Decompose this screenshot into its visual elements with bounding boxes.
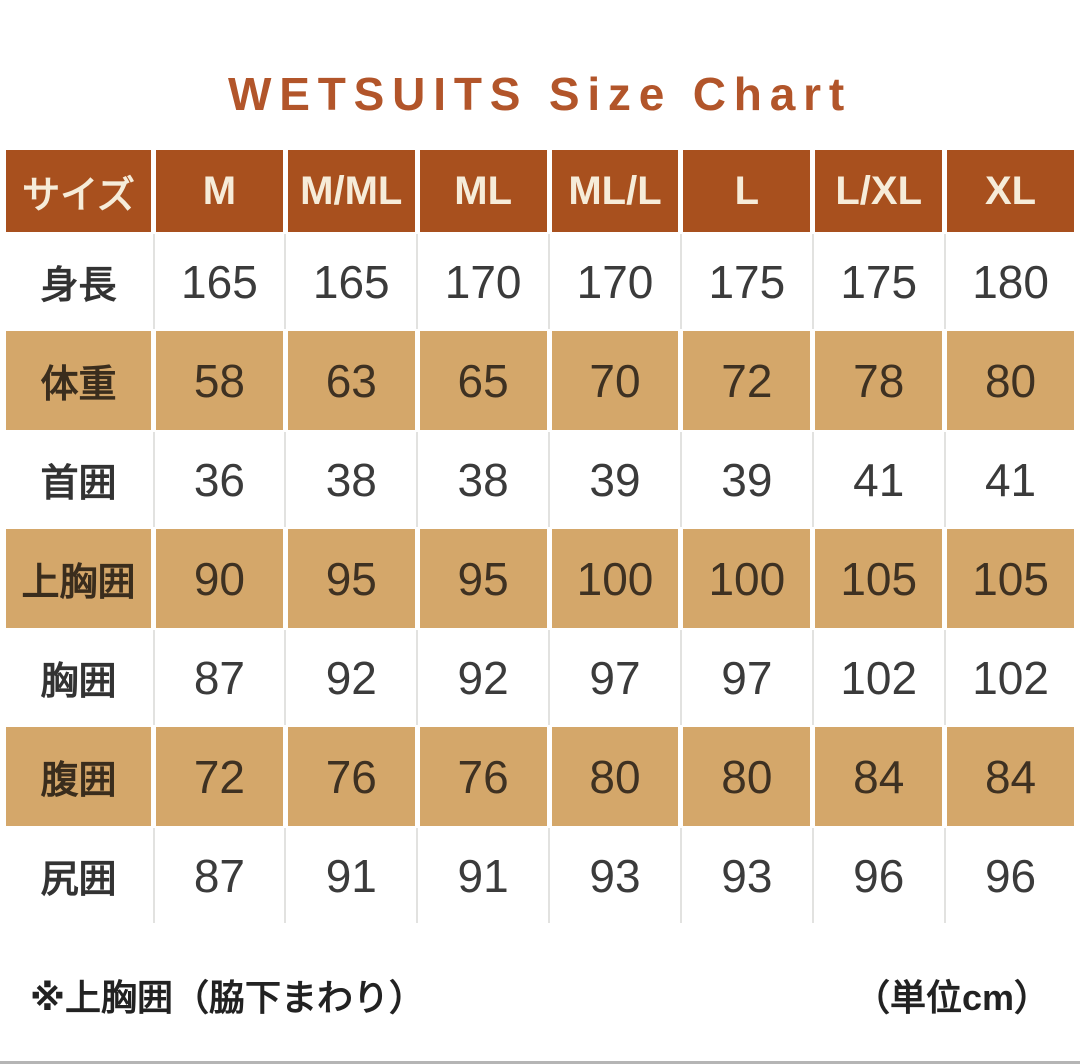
table-cell: 38: [284, 430, 415, 529]
table-cell: 65: [419, 331, 547, 430]
table-cell: 96: [943, 826, 1074, 925]
unit-label: （単位cm）: [853, 977, 1050, 1018]
table-cell: 90: [156, 529, 283, 628]
table-row-hip: 尻囲 87 91 91 93 93 96 96: [6, 826, 1074, 925]
header-cell-size: サイズ: [6, 150, 151, 232]
table-cell: 180: [943, 232, 1074, 331]
table-cell: 39: [548, 430, 679, 529]
table-row-chest: 胸囲 87 92 92 97 97 102 102: [6, 628, 1074, 727]
table-cell: 36: [152, 430, 283, 529]
table-cell: 76: [287, 727, 415, 826]
header-cell-m-ml: M/ML: [287, 150, 415, 232]
footnote-upper-chest: ※上胸囲（脇下まわり）: [30, 977, 425, 1018]
header-cell-m: M: [156, 150, 283, 232]
table-cell: 78: [815, 331, 943, 430]
table-cell: 105: [815, 529, 943, 628]
table-row-waist: 腹囲 72 76 76 80 80 84 84: [6, 727, 1074, 826]
table-row-upper-chest: 上胸囲 90 95 95 100 100 105 105: [6, 529, 1074, 628]
table-cell: 84: [815, 727, 943, 826]
table-cell: 95: [419, 529, 547, 628]
table-cell: 70: [551, 331, 679, 430]
table-cell: 96: [811, 826, 943, 925]
table-row-weight: 体重 58 63 65 70 72 78 80: [6, 331, 1074, 430]
table-cell: 93: [548, 826, 679, 925]
table-cell: 80: [683, 727, 811, 826]
table-cell: 91: [284, 826, 415, 925]
table-cell: 175: [811, 232, 943, 331]
table-cell: 38: [416, 430, 547, 529]
table-cell: 100: [683, 529, 811, 628]
table-cell: 93: [679, 826, 811, 925]
table-cell: 91: [416, 826, 547, 925]
table-cell: 165: [152, 232, 283, 331]
row-label: 首囲: [6, 430, 151, 529]
table-cell: 165: [284, 232, 415, 331]
bottom-divider: [0, 1061, 1080, 1064]
header-cell-l: L: [683, 150, 811, 232]
row-label: 上胸囲: [6, 529, 151, 628]
page-title: WETSUITS Size Chart: [228, 68, 852, 120]
table-cell: 170: [548, 232, 679, 331]
table-cell: 76: [419, 727, 547, 826]
row-label: 身長: [6, 232, 151, 331]
table-cell: 80: [947, 331, 1074, 430]
table-cell: 58: [156, 331, 283, 430]
table-cell: 92: [284, 628, 415, 727]
row-label: 胸囲: [6, 628, 151, 727]
table-cell: 105: [947, 529, 1074, 628]
table-cell: 97: [679, 628, 811, 727]
table-cell: 41: [943, 430, 1074, 529]
size-chart-table: サイズ M M/ML ML ML/L L L/XL XL 身長 165 165 …: [6, 150, 1074, 925]
footer: ※上胸囲（脇下まわり） （単位cm）: [0, 969, 1080, 1021]
row-label: 腹囲: [6, 727, 151, 826]
table-cell: 84: [947, 727, 1074, 826]
table-cell: 87: [152, 628, 283, 727]
table-cell: 97: [548, 628, 679, 727]
header-cell-ml: ML: [419, 150, 547, 232]
table-cell: 102: [943, 628, 1074, 727]
table-row-height: 身長 165 165 170 170 175 175 180: [6, 232, 1074, 331]
table-cell: 41: [811, 430, 943, 529]
table-cell: 72: [683, 331, 811, 430]
table-cell: 170: [416, 232, 547, 331]
header-cell-ml-l: ML/L: [551, 150, 679, 232]
header-cell-xl: XL: [947, 150, 1074, 232]
row-label: 体重: [6, 331, 151, 430]
table-cell: 39: [679, 430, 811, 529]
row-label: 尻囲: [6, 826, 151, 925]
table-cell: 72: [156, 727, 283, 826]
table-cell: 175: [679, 232, 811, 331]
table-cell: 100: [551, 529, 679, 628]
table-cell: 102: [811, 628, 943, 727]
table-header-row: サイズ M M/ML ML ML/L L L/XL XL: [6, 150, 1074, 232]
table-cell: 80: [551, 727, 679, 826]
table-row-neck: 首囲 36 38 38 39 39 41 41: [6, 430, 1074, 529]
header-cell-l-xl: L/XL: [815, 150, 943, 232]
table-cell: 63: [287, 331, 415, 430]
table-cell: 92: [416, 628, 547, 727]
table-cell: 95: [287, 529, 415, 628]
table-cell: 87: [152, 826, 283, 925]
